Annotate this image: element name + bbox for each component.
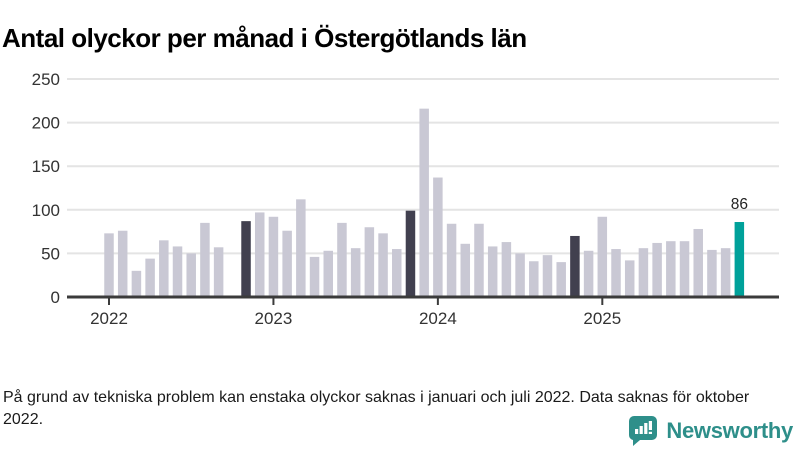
y-tick-label: 250 [32,70,60,89]
bar-2022-04 [145,258,155,297]
bar-2024-10 [556,262,566,297]
bar-2025-11 [734,222,745,297]
bar-2024-11 [570,235,580,297]
bar-2022-07 [186,253,196,297]
bar-2025-02 [611,249,621,297]
x-tick-label: 2022 [90,309,128,328]
bar-chart-svg: 0 50 100 150 200 250 2022 2023 2024 2025 86 [32,70,779,328]
x-tick-label: 2023 [255,309,293,328]
y-tick-label: 0 [51,288,60,307]
bar-2024-07 [515,253,525,297]
bar-2022-06 [172,246,183,297]
newsworthy-logo: Newsworthy [628,415,793,446]
bar-2023-05 [323,250,333,297]
bar-chart: 0 50 100 150 200 250 2022 2023 2024 2025 86 [0,55,800,335]
y-tick-label: 50 [41,244,60,263]
newsworthy-wordmark: Newsworthy [666,417,793,443]
chart-footnote: På grund av tekniska problem kan enstaka… [3,389,750,428]
bar-2022-11 [241,221,251,297]
x-tick-label: 2025 [583,309,621,328]
bar-2024-05 [487,246,498,297]
y-tick-label: 100 [32,201,60,220]
bar-2022-05 [159,240,169,297]
y-tick-label: 150 [32,157,60,176]
bar-2022-09 [213,247,224,297]
bar-2022-12 [254,212,265,297]
bar-2023-06 [337,222,347,297]
bar-2023-04 [309,256,320,297]
bar-2023-11 [405,210,416,297]
bar-2024-04 [474,223,484,297]
bar-2023-02 [282,230,292,297]
bar-2025-03 [624,260,635,297]
bar-2023-03 [296,199,306,297]
bar-2024-03 [460,243,471,297]
bar-2024-12 [583,250,594,297]
bar-2023-01 [268,216,279,297]
bar-2022-03 [131,270,142,297]
bar-2025-09 [707,249,717,297]
bar-2023-10 [392,249,402,297]
bar-2025-06 [666,241,676,297]
chart-title: Antal olyckor per månad i Östergötlands … [2,23,527,54]
bar-value-label: 86 [731,196,748,213]
bar-2025-04 [638,248,649,297]
newsworthy-speech-bubble-bar-chart-icon [629,416,658,446]
bar-2025-10 [720,248,731,297]
bar-2024-09 [542,255,553,297]
bar-2022-01 [104,233,114,297]
x-tick-label: 2024 [419,309,457,328]
bar-2022-08 [200,222,210,297]
bar-2025-01 [597,216,608,297]
bar-2023-09 [378,233,388,297]
y-tick-label: 200 [32,114,60,133]
bar-2024-01 [433,177,443,297]
bar-2025-07 [679,241,690,297]
bar-2024-02 [446,223,457,297]
bar-2023-08 [364,227,375,297]
bar-2024-08 [529,261,539,297]
bar-2025-08 [693,228,703,297]
bar-2022-02 [117,230,128,297]
bar-2024-06 [501,242,512,297]
bar-2023-12 [419,108,429,297]
bar-2023-07 [350,248,361,297]
bar-2025-05 [652,242,662,297]
